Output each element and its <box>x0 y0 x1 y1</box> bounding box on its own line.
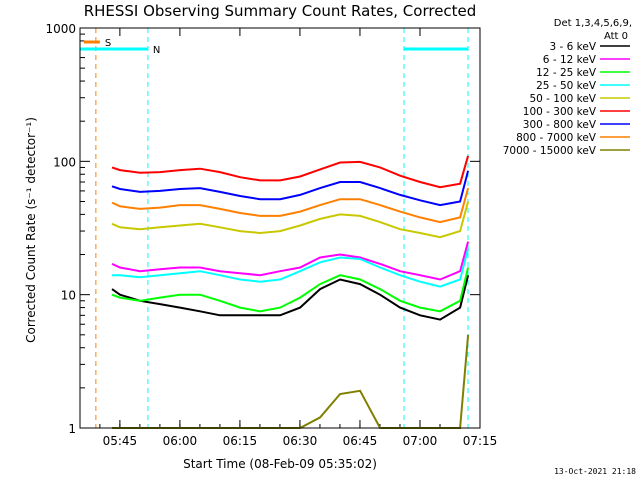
legend-label-4: 50 - 100 keV <box>529 93 596 105</box>
legend-label-1: 6 - 12 keV <box>543 54 597 66</box>
y-tick-label-0: 1 <box>68 422 76 436</box>
y-tick-label-1: 10 <box>61 289 76 303</box>
series-line-2 <box>111 267 470 313</box>
series-line-7 <box>111 187 470 224</box>
attenuator-label: Att 0 <box>604 31 628 42</box>
flag-label-0: S <box>105 38 111 49</box>
legend-label-6: 300 - 800 keV <box>523 119 597 131</box>
x-tick-label-3: 06:30 <box>283 434 318 448</box>
flag-label-1: N <box>153 45 160 56</box>
legend-label-0: 3 - 6 keV <box>549 41 596 53</box>
x-tick-label-5: 07:00 <box>403 434 438 448</box>
series-line-4 <box>111 201 470 239</box>
chart-title: RHESSI Observing Summary Count Rates, Co… <box>84 2 477 20</box>
legend-label-5: 100 - 300 keV <box>523 106 597 118</box>
x-axis-label: Start Time (08-Feb-09 05:35:02) <box>183 457 377 471</box>
x-tick-label-4: 06:45 <box>343 434 378 448</box>
footer-date: 13-Oct-2021 21:18 <box>554 467 636 476</box>
series-line-3 <box>112 248 470 288</box>
y-tick-label-3: 1000 <box>45 22 76 36</box>
series-line-6 <box>111 170 470 207</box>
x-tick-label-2: 06:15 <box>223 434 258 448</box>
series-line-5 <box>111 155 470 189</box>
series-line-1 <box>111 241 470 281</box>
detectors-label: Det 1,3,4,5,6,9, <box>554 18 632 29</box>
y-axis-label: Corrected Count Rate (s⁻¹ detector⁻¹) <box>24 117 38 343</box>
x-tick-label-6: 07:15 <box>463 434 498 448</box>
legend-label-8: 7000 - 15000 keV <box>503 145 597 157</box>
legend-label-2: 12 - 25 keV <box>536 67 597 79</box>
series-line-0 <box>111 274 470 321</box>
x-tick-label-1: 06:00 <box>163 434 198 448</box>
legend-label-3: 25 - 50 keV <box>536 80 597 92</box>
legend-label-7: 800 - 7000 keV <box>516 132 597 144</box>
plot-frame <box>79 27 481 429</box>
x-tick-label-0: 05:45 <box>103 434 138 448</box>
y-tick-label-2: 100 <box>53 155 76 169</box>
